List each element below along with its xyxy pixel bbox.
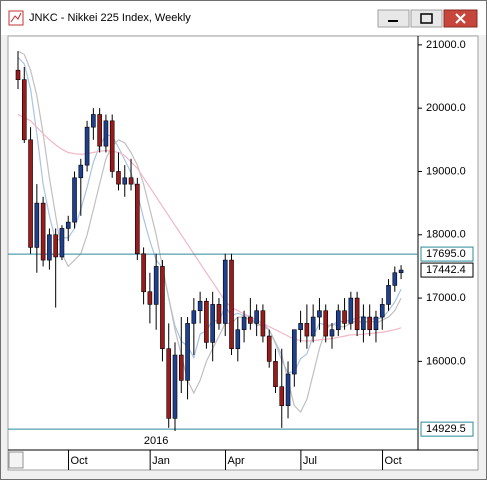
candle-body: [285, 373, 291, 406]
candle-body: [34, 202, 40, 248]
x-tick-label: Oct: [385, 455, 402, 467]
app-icon-glyph: [10, 12, 22, 23]
candle-body: [329, 329, 335, 337]
candle-body: [335, 310, 341, 331]
candle-body: [84, 126, 90, 166]
candle-body: [47, 234, 52, 261]
candle-body: [398, 269, 404, 274]
x-tick-label: Jan: [152, 455, 170, 467]
last-price-box: [420, 262, 474, 278]
candle-body: [304, 323, 310, 337]
candle-body: [128, 177, 134, 185]
candle-body: [348, 297, 354, 324]
candle-body: [241, 316, 247, 331]
candle-body: [298, 323, 303, 331]
candle-body: [116, 171, 121, 185]
candle-body: [28, 139, 33, 248]
candle-body: [373, 316, 379, 331]
year-label: 2016: [144, 435, 168, 447]
x-tick-label: Oct: [71, 455, 88, 467]
candle-body: [15, 69, 21, 80]
y-tick-label: 17000.0: [426, 292, 466, 304]
moving-average-line: [17, 113, 402, 342]
candle-body: [122, 177, 128, 185]
candle-body: [103, 120, 109, 147]
candle-body: [235, 329, 241, 350]
candle-body: [260, 310, 266, 337]
x-tick-label: Jul: [303, 455, 317, 467]
candle-body: [135, 183, 140, 255]
y-tick-label: 18000.0: [426, 229, 466, 241]
candle-body: [185, 323, 190, 381]
candle-body: [386, 285, 391, 305]
candle-body: [153, 266, 159, 305]
candle-body: [147, 291, 153, 305]
minimize-button[interactable]: [377, 9, 410, 28]
candle-body: [160, 266, 165, 350]
candle-body: [178, 354, 184, 381]
close-glyph: [455, 13, 466, 24]
y-tick-label: 19000.0: [426, 165, 466, 177]
candle-body: [97, 114, 102, 147]
candle-body: [292, 329, 297, 375]
candle-body: [204, 300, 209, 343]
candle-body: [210, 304, 215, 343]
candle-body: [279, 386, 285, 406]
candle-body: [361, 316, 366, 331]
y-tick-label: 20000.0: [426, 102, 466, 114]
candle-body: [91, 114, 96, 128]
candle-body: [59, 228, 65, 258]
candle-body: [342, 310, 347, 324]
y-tick-label: 21000.0: [426, 39, 466, 51]
candle-body: [40, 202, 46, 261]
candle-body: [248, 316, 253, 324]
candle-body: [109, 120, 115, 172]
app-icon: [8, 10, 24, 26]
candle-body: [216, 304, 222, 324]
y-tick-label: 16000.0: [426, 355, 466, 367]
candle-body: [379, 304, 385, 318]
candle-body: [65, 221, 71, 229]
candle-body: [222, 259, 228, 324]
candle-body: [191, 310, 197, 324]
candle-body: [354, 297, 360, 331]
horizontal-line-label: 17695.0: [426, 248, 466, 260]
window-title: JNKC - Nikkei 225 Index, Weekly: [29, 12, 191, 24]
price-label-box: [420, 421, 474, 437]
candle-body: [141, 253, 146, 293]
candle-body: [392, 272, 398, 286]
x-tick-label: Apr: [228, 455, 245, 467]
candle-body: [254, 310, 259, 324]
candle-body: [317, 310, 322, 318]
candle-body: [266, 335, 272, 362]
maximize-button[interactable]: [410, 9, 443, 28]
candle-body: [273, 361, 278, 387]
candle-body: [78, 164, 84, 179]
candle-body: [197, 300, 203, 312]
candle-body: [21, 79, 27, 141]
maximize-glyph: [420, 13, 433, 24]
candle-body: [172, 354, 178, 419]
candle-body: [323, 310, 329, 337]
candle-body: [310, 316, 316, 337]
candle-body: [367, 316, 372, 331]
candle-body: [53, 234, 58, 258]
scroll-thumb[interactable]: [8, 451, 24, 469]
candle-body: [72, 177, 77, 223]
price-label-box: [420, 246, 474, 262]
candle-body: [166, 348, 172, 419]
last-price-label: 17442.4: [426, 264, 466, 276]
chart-panel: [7, 35, 479, 471]
horizontal-line-label: 14929.5: [426, 423, 466, 435]
candle-body: [229, 259, 234, 350]
